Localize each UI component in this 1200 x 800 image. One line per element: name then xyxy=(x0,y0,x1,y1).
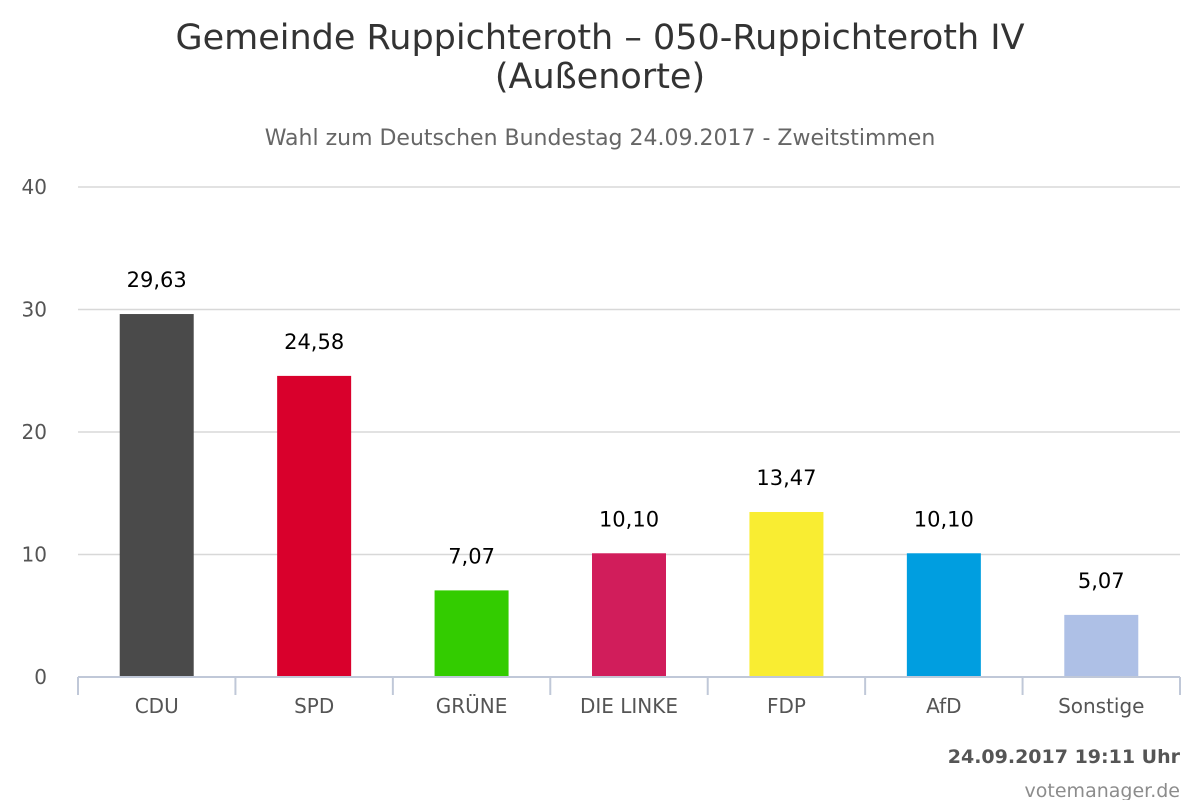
bar-fdp xyxy=(749,511,824,677)
bar-die-linke xyxy=(592,553,666,677)
x-tick-label: AfD xyxy=(926,694,961,718)
data-label: 7,07 xyxy=(448,544,495,568)
data-label: 5,07 xyxy=(1078,569,1125,593)
y-tick-label: 30 xyxy=(22,298,47,322)
x-tick-label: SPD xyxy=(294,694,334,718)
x-tick-label: GRÜNE xyxy=(436,694,508,718)
bar-spd xyxy=(277,375,352,677)
bar-cdu xyxy=(119,314,194,677)
source-credit: votemanager.de xyxy=(1025,780,1180,800)
x-tick-label: DIE LINKE xyxy=(580,694,678,718)
bars xyxy=(119,314,1139,677)
data-label: 10,10 xyxy=(914,507,974,531)
bar-afd xyxy=(906,553,981,677)
chart-title-line2: (Außenorte) xyxy=(495,57,705,97)
y-tick-label: 0 xyxy=(34,665,47,689)
bar-gr-ne xyxy=(434,590,509,677)
chart-subtitle: Wahl zum Deutschen Bundestag 24.09.2017 … xyxy=(265,126,936,151)
bar-sonstige xyxy=(1064,614,1139,677)
y-axis: 0 10 20 30 40 xyxy=(22,175,47,689)
chart-title-line1: Gemeinde Ruppichteroth – 050-Ruppichtero… xyxy=(175,18,1024,58)
data-label: 24,58 xyxy=(284,330,344,354)
data-labels: 29,63 24,58 7,07 10,10 13,47 10,10 5,07 xyxy=(127,268,1125,593)
x-axis: CDU SPD GRÜNE DIE LINKE FDP AfD Sonstige xyxy=(77,676,1181,718)
x-tick-label: Sonstige xyxy=(1058,694,1144,718)
data-label: 13,47 xyxy=(756,466,816,490)
data-label: 29,63 xyxy=(127,268,187,292)
x-tick-label: FDP xyxy=(767,694,806,718)
data-label: 10,10 xyxy=(599,507,659,531)
y-tick-label: 20 xyxy=(22,420,47,444)
x-tick-label: CDU xyxy=(135,694,179,718)
gridlines xyxy=(78,186,1180,556)
y-tick-label: 40 xyxy=(22,175,47,199)
y-tick-label: 10 xyxy=(22,543,47,567)
timestamp: 24.09.2017 19:11 Uhr xyxy=(948,746,1181,768)
